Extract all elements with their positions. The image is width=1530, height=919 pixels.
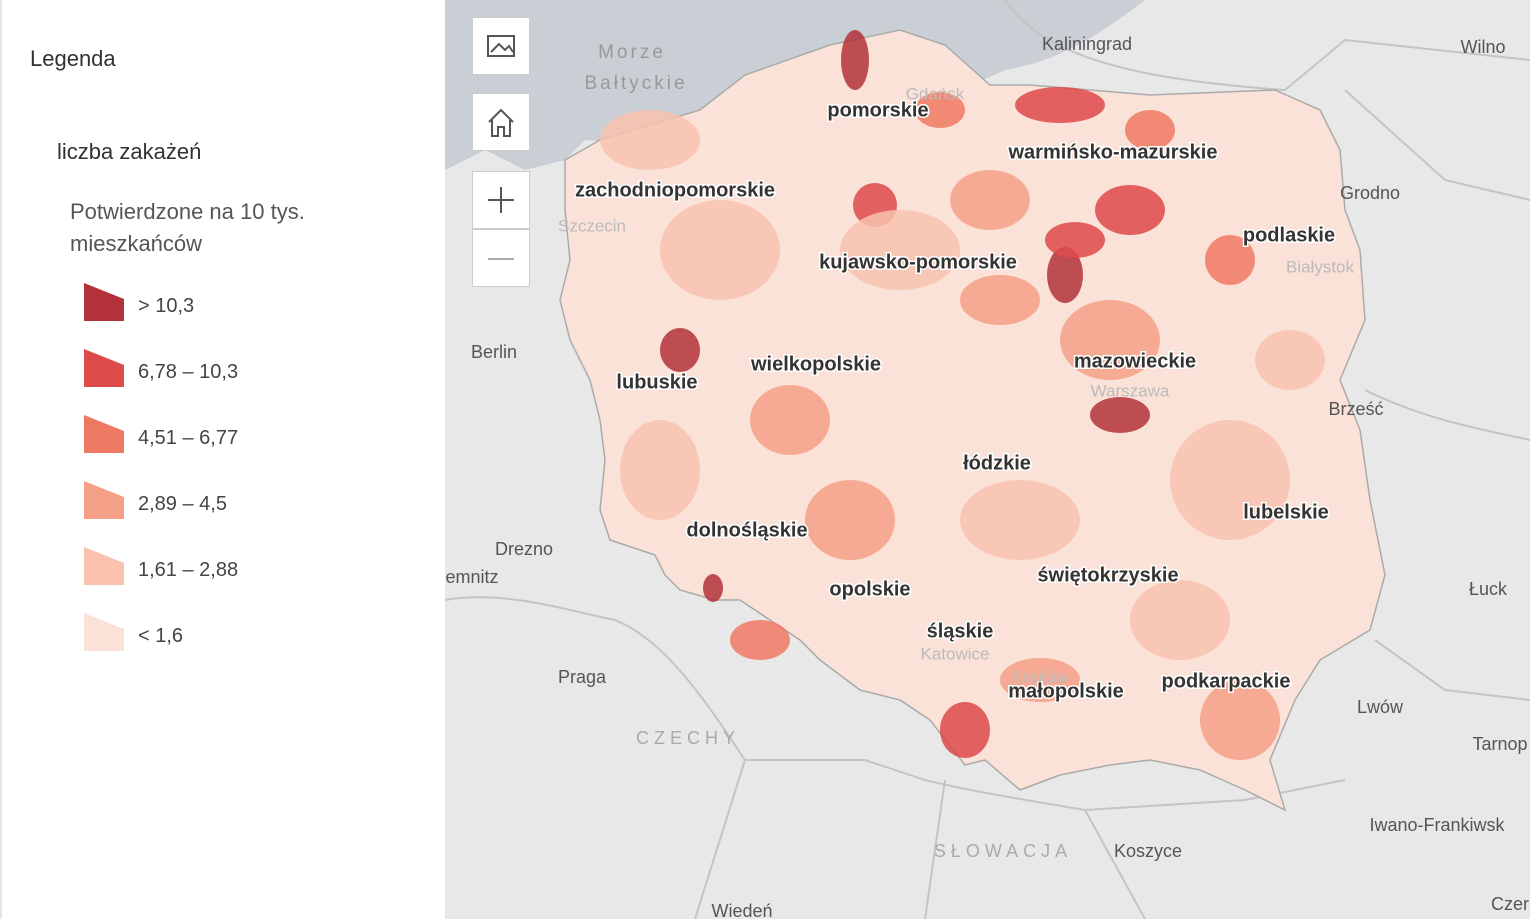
region-label: kujawsko-pomorskie — [819, 251, 1017, 273]
country-label: SŁOWACJA — [934, 841, 1072, 861]
icon — [488, 258, 514, 260]
faint-label: Białystok — [1286, 257, 1355, 276]
district — [1060, 300, 1160, 380]
district — [950, 170, 1030, 230]
region-label: świętokrzyskie — [1037, 564, 1178, 586]
basemap-button[interactable] — [472, 17, 530, 75]
legend-label: 2,89 – 4,5 — [138, 493, 227, 515]
faint-label: Warszawa — [1091, 381, 1170, 400]
region-label: warmińsko-mazurskie — [1008, 141, 1218, 163]
field-title: Potwierdzone na 10 tys. — [70, 199, 305, 224]
district — [1015, 87, 1105, 123]
district — [600, 110, 700, 170]
legend-swatch — [84, 415, 124, 453]
legend-label: 1,61 – 2,88 — [138, 559, 238, 581]
sea-label: Bałtyckie — [584, 73, 687, 94]
region-label: śląskie — [927, 620, 994, 642]
place-label: Koszyce — [1114, 841, 1182, 861]
region-label: podkarpackie — [1162, 670, 1291, 692]
faint-label: Szczecin — [558, 216, 626, 235]
district — [750, 385, 830, 455]
layer-title: liczba zakażeń — [57, 139, 202, 164]
borders — [445, 0, 1530, 919]
place-label: Iwano-Frankiwsk — [1369, 815, 1505, 835]
country-label: CZECHY — [636, 728, 740, 748]
place-label: Brześć — [1328, 399, 1383, 419]
place-label: Lwów — [1357, 697, 1404, 717]
legend-label: 4,51 – 6,77 — [138, 427, 238, 449]
district — [1047, 247, 1083, 303]
region-label: łódzkie — [963, 452, 1031, 474]
district — [840, 210, 960, 290]
legend-label: > 10,3 — [138, 295, 194, 317]
region-label: małopolskie — [1008, 680, 1124, 702]
region-label: wielkopolskie — [750, 353, 881, 375]
legend-panel: Legenda liczba zakażeń Potwierdzone na 1… — [0, 0, 445, 919]
district — [1095, 185, 1165, 235]
district — [1200, 680, 1280, 760]
legend-swatch — [84, 349, 124, 387]
place-label: Wiedeń — [711, 901, 772, 919]
district — [1125, 110, 1175, 150]
place-label: Drezno — [495, 539, 553, 559]
icon — [488, 187, 514, 213]
zoom-out-button[interactable] — [472, 229, 530, 287]
district — [660, 328, 700, 372]
place-label: Tarnop — [1472, 734, 1527, 754]
district — [1000, 658, 1080, 702]
place-label: Praga — [558, 667, 607, 687]
district — [730, 620, 790, 660]
district — [960, 480, 1080, 560]
district — [1170, 420, 1290, 540]
legend-swatches: > 10,3 6,78 – 10,3 4,51 – 6,77 2,89 – 4,5 1,… — [84, 283, 238, 651]
region-label: lubuskie — [616, 371, 697, 393]
faint-label: Gdańsk — [906, 84, 965, 103]
icon — [487, 35, 515, 57]
place-label: Grodno — [1340, 183, 1400, 203]
district — [703, 574, 723, 602]
place-label: Czer — [1491, 894, 1529, 914]
district — [660, 200, 780, 300]
place-label: emnitz — [445, 567, 498, 587]
icon — [488, 108, 514, 137]
sea-label: Morze — [598, 42, 666, 63]
region-label: mazowieckie — [1074, 350, 1196, 372]
legend-label: < 1,6 — [138, 625, 183, 647]
district — [1255, 330, 1325, 390]
district — [1205, 235, 1255, 285]
place-label: Berlin — [471, 342, 517, 362]
region-label: pomorskie — [827, 99, 928, 121]
legend-title: Legenda — [30, 46, 116, 71]
faint-label: Katowice — [921, 644, 990, 663]
legend-swatch — [84, 613, 124, 651]
district — [960, 275, 1040, 325]
district — [940, 702, 990, 758]
legend-swatch — [84, 283, 124, 321]
district — [1090, 397, 1150, 433]
place-label: Kaliningrad — [1042, 34, 1132, 54]
faint-label: Kraków — [1012, 667, 1069, 686]
district — [915, 92, 965, 128]
region-label: opolskie — [829, 578, 910, 600]
place-label: Wilno — [1460, 37, 1505, 57]
zoom-in-button[interactable] — [472, 171, 530, 229]
place-label: Łuck — [1469, 579, 1508, 599]
district — [1045, 222, 1105, 258]
region-label: dolnośląskie — [686, 519, 807, 541]
district — [620, 420, 700, 520]
legend-label: 6,78 – 10,3 — [138, 361, 238, 383]
district — [805, 480, 895, 560]
legend-swatch — [84, 481, 124, 519]
map: pomorskie warmińsko-mazurskie zachodniopom… — [445, 0, 1530, 919]
home-button[interactable] — [472, 93, 530, 151]
legend-swatch — [84, 547, 124, 585]
district — [841, 30, 869, 90]
region-label: podlaskie — [1243, 224, 1335, 246]
district — [1130, 580, 1230, 660]
region-label: lubelskie — [1243, 501, 1329, 523]
region-label: zachodniopomorskie — [575, 179, 775, 201]
field-title: mieszkańców — [70, 231, 203, 256]
